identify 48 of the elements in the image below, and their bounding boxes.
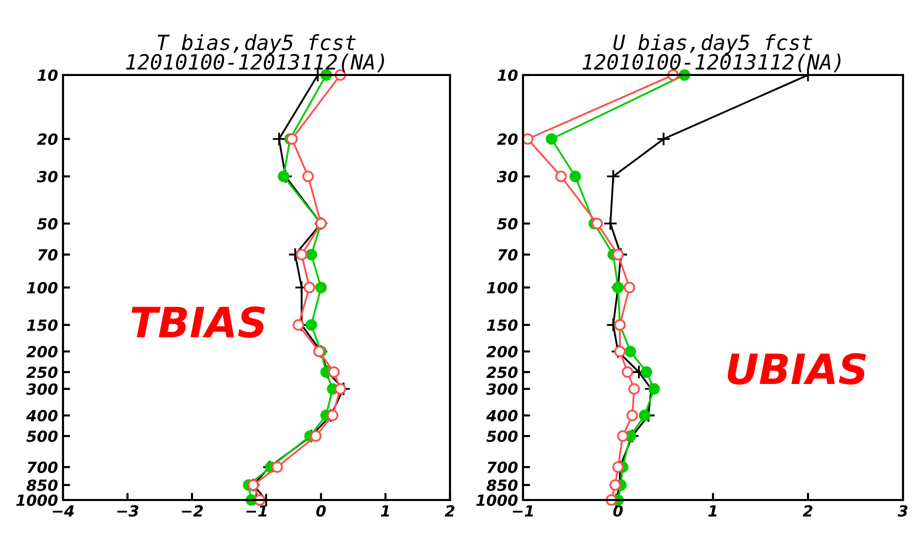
chart-title: T bias,day5 fcst: [158, 34, 356, 54]
y-tick-label: 10: [38, 69, 58, 82]
y-tick-label: 20: [37, 133, 58, 145]
y-tick-label: 500: [486, 430, 518, 442]
y-tick-label: 300: [26, 383, 58, 395]
y-tick-label: 850: [26, 479, 58, 492]
y-tick-label: 1000: [476, 494, 518, 506]
y-tick-label: 20: [497, 133, 518, 145]
x-tick-label: 0: [316, 505, 326, 517]
x-tick-label: 2: [802, 505, 812, 516]
annotation: UBIAS: [728, 353, 866, 385]
x-tick-label: 3: [898, 505, 908, 517]
x-tick-label: 1: [380, 505, 390, 516]
chart-subtitle: 12010100-12013112(NA): [126, 54, 384, 72]
y-tick-label: 400: [486, 410, 518, 422]
y-tick-label: 10: [498, 69, 518, 82]
chart-title: U bias,day5 fcst: [613, 34, 812, 54]
x-tick-label: −1: [246, 505, 266, 516]
y-tick-label: 30: [36, 170, 58, 182]
y-tick-label: 400: [26, 410, 58, 422]
y-tick-label: 700: [487, 462, 518, 474]
y-tick-label: 200: [26, 346, 58, 358]
y-tick-label: 30: [496, 170, 518, 182]
y-tick-label: 100: [486, 282, 518, 294]
x-tick-label: −4: [52, 505, 74, 516]
y-tick-label: 50: [37, 218, 58, 230]
x-tick-label: 1: [708, 505, 717, 516]
y-tick-label: 850: [486, 479, 518, 492]
y-tick-label: 1000: [16, 494, 58, 506]
y-tick-label: 700: [27, 462, 58, 474]
y-tick-label: 200: [486, 346, 518, 358]
y-tick-label: 500: [26, 430, 58, 442]
y-tick-label: 50: [497, 218, 518, 230]
y-tick-label: 70: [498, 249, 518, 261]
x-tick-label: −3: [117, 505, 138, 517]
chart-subtitle: 12010100-12013112(NA): [582, 54, 840, 72]
y-tick-label: 100: [26, 282, 58, 294]
y-tick-label: 150: [26, 319, 58, 331]
y-tick-label: 250: [486, 366, 518, 378]
x-tick-label: −1: [512, 505, 533, 516]
y-tick-label: 70: [38, 249, 58, 261]
x-tick-label: 0: [613, 505, 623, 517]
y-tick-label: 150: [486, 319, 518, 331]
x-tick-label: −2: [182, 505, 203, 516]
annotation: TBIAS: [131, 306, 266, 338]
y-tick-label: 300: [486, 383, 518, 395]
y-tick-label: 250: [26, 366, 58, 378]
x-tick-label: 2: [444, 505, 454, 516]
